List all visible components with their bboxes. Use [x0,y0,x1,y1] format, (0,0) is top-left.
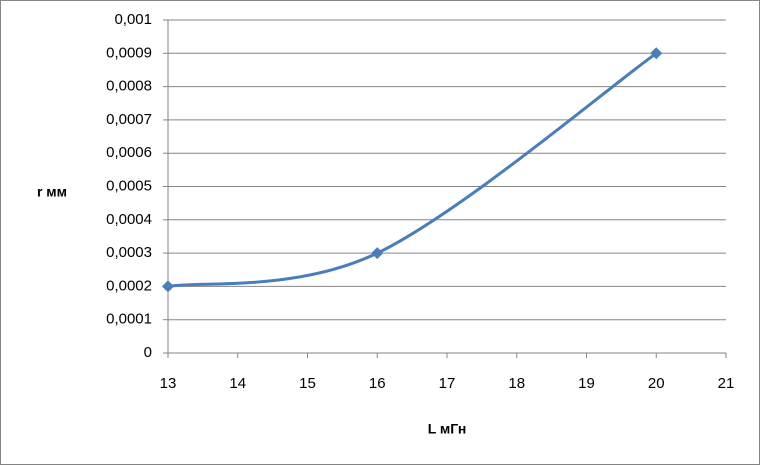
y-tick-label: 0,0007 [106,111,152,128]
point-marker [650,47,663,60]
x-tick-label: 16 [369,375,386,392]
point-marker [162,280,174,293]
x-tick-label: 18 [508,375,525,392]
point-marker [371,247,384,260]
y-tick-label: 0,0008 [106,78,152,95]
y-tick-label: 0 [144,344,152,361]
y-tick-label: 0,0001 [106,311,152,328]
y-tick-label: 0,0003 [106,244,152,261]
y-axis-title: r мм [37,184,67,200]
x-tick-label: 14 [229,375,246,392]
y-tick-label: 0,0004 [106,211,152,228]
x-tick-label: 20 [648,375,665,392]
x-tick-label: 21 [718,375,735,392]
y-tick-label: 0,0009 [106,44,152,61]
x-axis-title: L мГн [428,421,467,437]
x-tick-label: 13 [160,375,177,392]
x-tick-label: 17 [439,375,456,392]
y-tick-label: 0,0002 [106,277,152,294]
y-tick-label: 0,0006 [106,144,152,161]
y-tick-label: 0,0005 [106,177,152,194]
x-tick-label: 19 [578,375,595,392]
y-tick-label: 0,001 [114,11,152,28]
x-tick-label: 15 [299,375,316,392]
series-line [167,52,658,288]
